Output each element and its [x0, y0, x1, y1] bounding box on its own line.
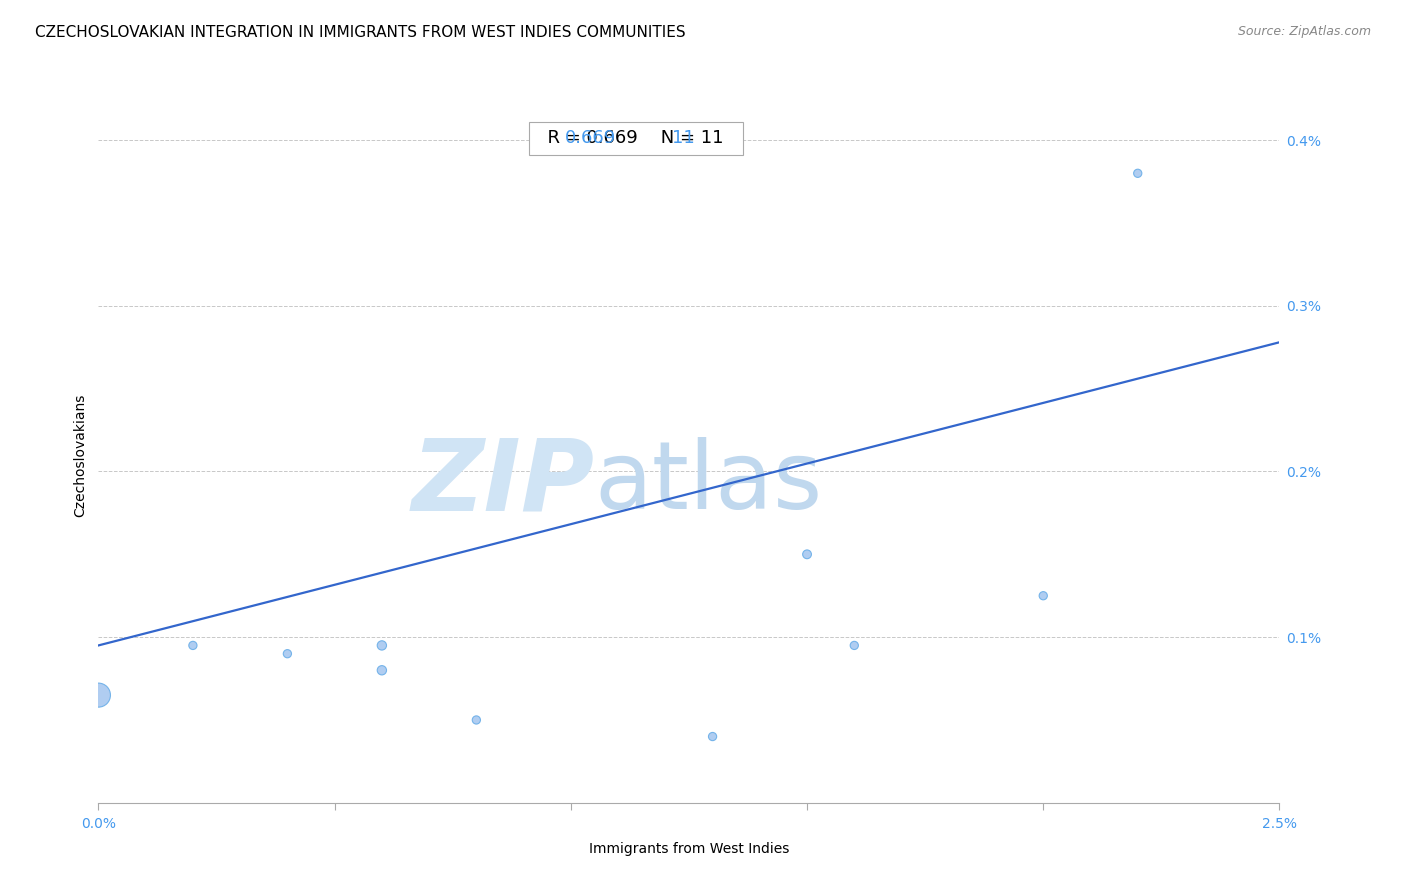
- Text: atlas: atlas: [595, 437, 823, 529]
- Point: [276, 647, 298, 661]
- Text: ZIP: ZIP: [412, 434, 595, 532]
- Point: [1126, 166, 1149, 180]
- Point: [796, 547, 818, 561]
- Point: [702, 730, 724, 744]
- Text: 11: 11: [672, 129, 695, 147]
- X-axis label: Immigrants from West Indies: Immigrants from West Indies: [589, 842, 789, 855]
- Point: [1032, 589, 1054, 603]
- Point: [87, 688, 110, 702]
- Point: [371, 639, 394, 653]
- Y-axis label: Czechoslovakians: Czechoslovakians: [73, 393, 87, 516]
- Text: Source: ZipAtlas.com: Source: ZipAtlas.com: [1237, 25, 1371, 38]
- Text: CZECHOSLOVAKIAN INTEGRATION IN IMMIGRANTS FROM WEST INDIES COMMUNITIES: CZECHOSLOVAKIAN INTEGRATION IN IMMIGRANT…: [35, 25, 686, 40]
- Point: [844, 639, 866, 653]
- Point: [371, 663, 394, 677]
- Point: [181, 639, 204, 653]
- Text: R = 0.669    N = 11: R = 0.669 N = 11: [536, 129, 735, 147]
- Point: [465, 713, 488, 727]
- Text: 0.669: 0.669: [565, 129, 617, 147]
